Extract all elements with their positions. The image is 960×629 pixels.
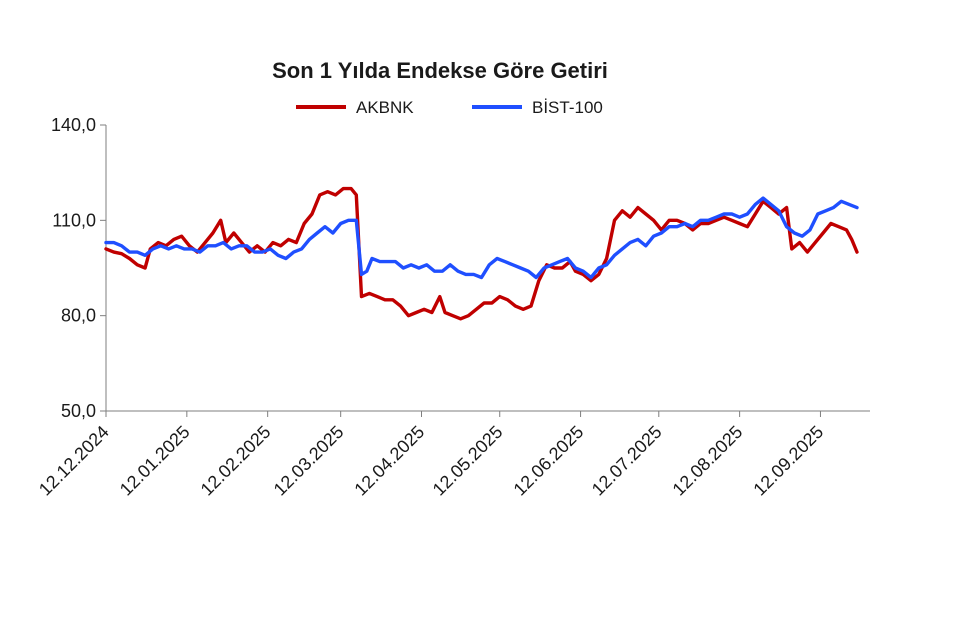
- y-tick-label: 50,0: [61, 401, 96, 421]
- x-tick-label: 12.04.2025: [350, 422, 428, 500]
- axes: [105, 125, 870, 412]
- legend: AKBNK BİST-100: [296, 98, 603, 117]
- x-tick-label: 12.05.2025: [429, 422, 507, 500]
- y-axis-ticks: 50,0 80,0 110,0 140,0: [51, 115, 106, 421]
- x-tick-label: 12.08.2025: [669, 422, 747, 500]
- series-layer: [104, 186, 859, 321]
- y-tick-label: 80,0: [61, 306, 96, 326]
- series-line-akbnk: [104, 186, 859, 321]
- x-tick-label: 12.12.2024: [35, 422, 113, 500]
- x-tick-label: 12.06.2025: [510, 422, 588, 500]
- chart-title: Son 1 Yılda Endekse Göre Getiri: [272, 58, 608, 83]
- legend-label-akbnk: AKBNK: [356, 98, 414, 117]
- y-tick-label: 110,0: [52, 210, 96, 230]
- x-tick-label: 12.03.2025: [270, 422, 348, 500]
- x-tick-label: 12.01.2025: [116, 422, 194, 500]
- x-axis-ticks: 12.12.2024 12.01.2025 12.02.202512.03.2025…: [35, 411, 827, 500]
- y-tick-label: 140,0: [51, 115, 96, 135]
- x-tick-label: 12.09.2025: [749, 422, 827, 500]
- legend-label-bist100: BİST-100: [532, 98, 603, 117]
- series-line-bist100: [104, 196, 859, 280]
- x-tick-label: 12.02.2025: [197, 422, 275, 500]
- x-tick-label: 12.07.2025: [588, 422, 666, 500]
